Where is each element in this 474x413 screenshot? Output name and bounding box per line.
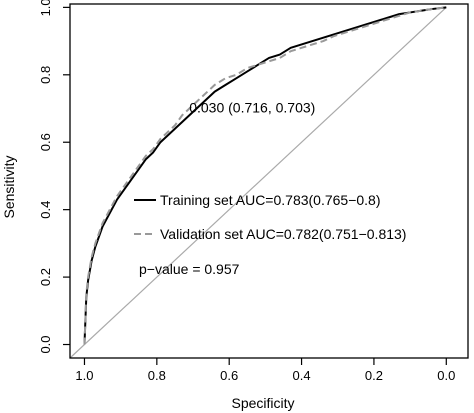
y-tick-label: 1.0 bbox=[38, 0, 53, 16]
y-tick-label: 0.0 bbox=[38, 335, 53, 353]
labels: Specificity Sensitivity 0.030 (0.716, 0.70… bbox=[1, 100, 406, 411]
y-tick-label: 0.2 bbox=[38, 268, 53, 286]
x-axis-title: Specificity bbox=[231, 395, 294, 411]
legend-entry: Training set AUC=0.783(0.765−0.8) bbox=[160, 192, 381, 208]
y-tick-label: 0.4 bbox=[38, 201, 53, 219]
reference-diagonal-line bbox=[69, 6, 447, 359]
cutoff-point-label: 0.030 (0.716, 0.703) bbox=[189, 100, 315, 116]
plot-frame bbox=[69, 3, 469, 359]
axes: 1.0 0.8 0.6 0.4 0.2 0.0 0.0 0.2 0.4 0.6 0.8 1.0 bbox=[38, 0, 469, 383]
validation-roc-curve bbox=[83, 6, 447, 345]
y-tick-label: 0.8 bbox=[38, 66, 53, 84]
x-tick-label: 0.6 bbox=[220, 368, 238, 383]
y-axis-title: Sensitivity bbox=[1, 155, 17, 218]
x-tick-label: 0.4 bbox=[293, 368, 311, 383]
p-value-annotation: p−value = 0.957 bbox=[139, 261, 240, 277]
plot-area bbox=[69, 6, 447, 359]
x-tick-label: 0.8 bbox=[148, 368, 166, 383]
legend-entry: Validation set AUC=0.782(0.751−0.813) bbox=[160, 226, 406, 242]
x-tick-label: 1.0 bbox=[75, 368, 93, 383]
x-tick-label: 0.2 bbox=[365, 368, 383, 383]
training-roc-curve bbox=[83, 6, 447, 345]
x-tick-label: 0.0 bbox=[437, 368, 455, 383]
y-tick-label: 0.6 bbox=[38, 133, 53, 151]
